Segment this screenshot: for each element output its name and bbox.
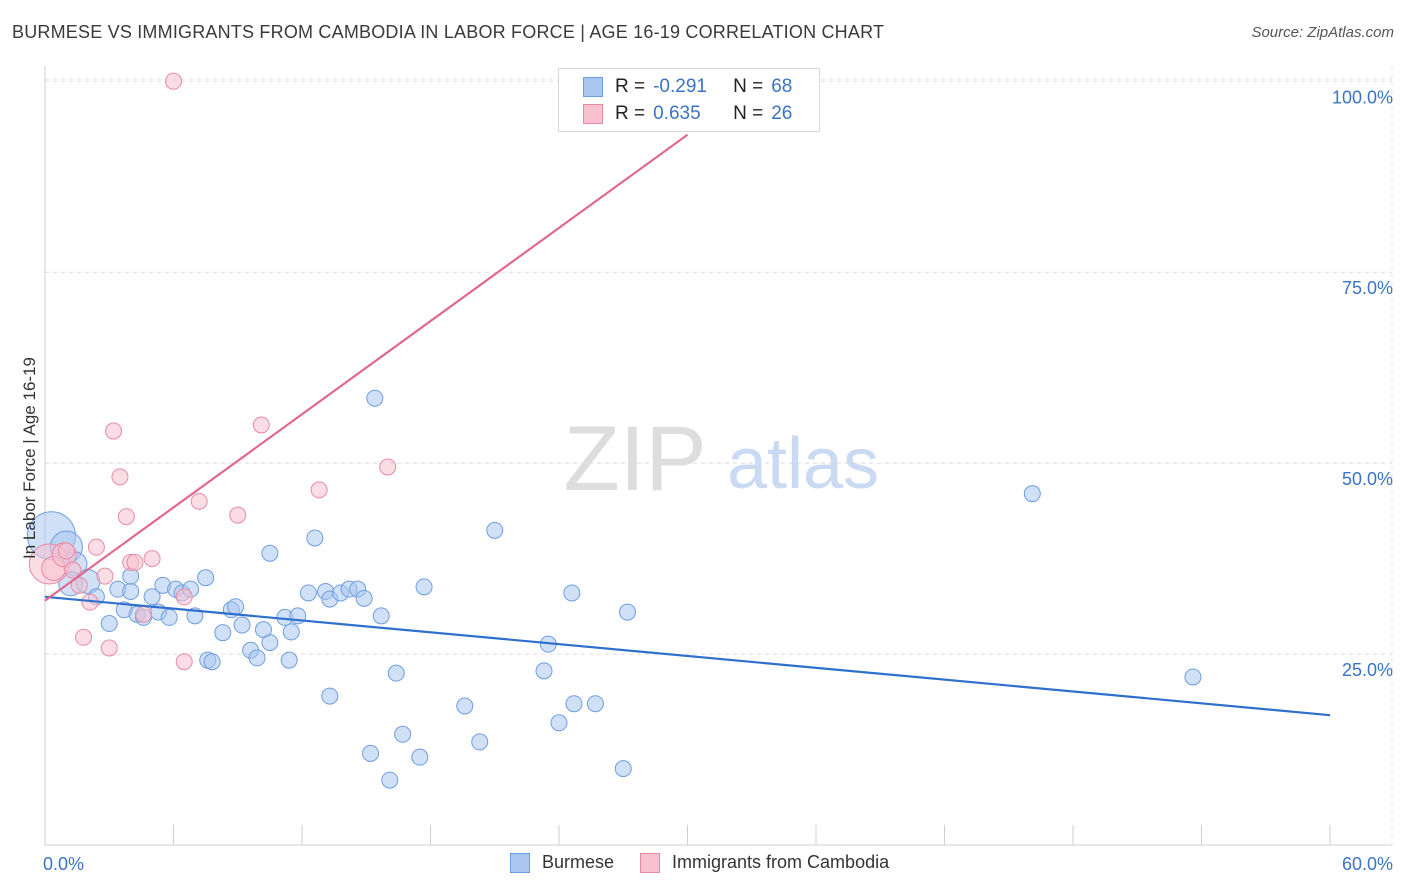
series-legend: Burmese Immigrants from Cambodia bbox=[510, 852, 915, 873]
watermark-zip: ZIP bbox=[563, 408, 706, 510]
watermark: ZIP atlas bbox=[563, 408, 879, 510]
point-burmese bbox=[471, 733, 489, 751]
point-cambodia bbox=[379, 458, 397, 476]
point-burmese bbox=[248, 649, 266, 667]
point-burmese bbox=[372, 607, 390, 625]
point-cambodia bbox=[64, 561, 82, 579]
tick-label-layer: 25.0% 50.0% 75.0% 100.0% 0.0% 60.0% bbox=[43, 87, 1393, 874]
y-tick-label: 100.0% bbox=[1332, 87, 1393, 107]
series-legend-label-cambodia: Immigrants from Cambodia bbox=[672, 852, 890, 872]
chart-title: BURMESE VS IMMIGRANTS FROM CAMBODIA IN L… bbox=[12, 22, 885, 42]
point-burmese bbox=[1184, 668, 1202, 686]
watermark-atlas: atlas bbox=[727, 424, 879, 504]
point-burmese bbox=[299, 584, 317, 602]
point-burmese bbox=[203, 653, 221, 671]
y-axis-label: In Labor Force | Age 16-19 bbox=[20, 357, 39, 559]
point-cambodia bbox=[190, 492, 208, 510]
legend-n-label: N = bbox=[733, 76, 764, 97]
point-burmese bbox=[261, 544, 279, 562]
point-burmese bbox=[394, 725, 412, 743]
point-cambodia bbox=[165, 72, 182, 90]
point-cambodia bbox=[117, 508, 135, 526]
point-burmese bbox=[100, 615, 118, 633]
point-burmese bbox=[261, 634, 279, 652]
legend-row-burmese: R = -0.291 N = 68 bbox=[583, 75, 792, 99]
point-cambodia bbox=[126, 553, 144, 571]
point-burmese bbox=[486, 521, 504, 539]
series-legend-swatch-cambodia bbox=[640, 852, 661, 873]
legend-r-label: R = bbox=[615, 103, 646, 124]
point-burmese bbox=[550, 714, 568, 732]
point-cambodia bbox=[310, 481, 328, 499]
point-burmese bbox=[214, 624, 232, 642]
point-cambodia bbox=[100, 639, 118, 657]
point-burmese bbox=[586, 695, 604, 713]
point-burmese bbox=[563, 584, 581, 602]
point-cambodia bbox=[143, 550, 161, 568]
point-cambodia bbox=[105, 422, 123, 440]
point-burmese bbox=[306, 529, 324, 547]
point-burmese bbox=[233, 616, 251, 634]
legend-swatch-cambodia bbox=[583, 104, 603, 124]
trend-line-cambodia bbox=[44, 133, 689, 602]
point-cambodia bbox=[175, 653, 193, 671]
legend-n-label: N = bbox=[733, 103, 764, 124]
point-cambodia bbox=[87, 538, 105, 556]
x-tick-label-min: 0.0% bbox=[43, 854, 84, 874]
point-burmese bbox=[1023, 485, 1041, 503]
point-burmese bbox=[280, 651, 298, 669]
legend-row-cambodia: R = 0.635 N = 26 bbox=[583, 102, 792, 126]
point-burmese bbox=[565, 695, 583, 713]
correlation-legend: R = -0.291 N = 68 R = 0.635 N = 26 bbox=[558, 68, 820, 132]
point-cambodia bbox=[57, 542, 75, 560]
point-burmese bbox=[143, 588, 161, 606]
point-burmese bbox=[197, 569, 215, 587]
series-legend-item-burmese[interactable]: Burmese bbox=[510, 852, 614, 873]
point-cambodia bbox=[229, 506, 247, 524]
legend-r-value-burmese: -0.291 bbox=[653, 76, 707, 97]
trend-line-burmese bbox=[44, 595, 1331, 717]
point-burmese bbox=[381, 771, 399, 789]
point-burmese bbox=[387, 664, 405, 682]
grid-layer bbox=[45, 66, 1393, 845]
point-burmese bbox=[535, 662, 553, 680]
point-cambodia bbox=[252, 416, 270, 434]
point-burmese bbox=[415, 578, 433, 596]
point-burmese bbox=[321, 687, 339, 705]
point-burmese bbox=[282, 623, 300, 641]
point-burmese bbox=[355, 589, 373, 607]
point-burmese bbox=[614, 760, 632, 778]
trend-layer bbox=[44, 133, 1331, 717]
point-burmese bbox=[122, 582, 140, 600]
y-tick-label: 50.0% bbox=[1342, 469, 1393, 489]
series-legend-item-cambodia[interactable]: Immigrants from Cambodia bbox=[640, 852, 889, 873]
point-burmese bbox=[411, 748, 429, 766]
series-legend-swatch-burmese bbox=[510, 852, 530, 873]
point-burmese bbox=[227, 598, 245, 616]
point-burmese bbox=[366, 389, 384, 407]
x-tick-label-max: 60.0% bbox=[1342, 854, 1393, 874]
legend-r-value-cambodia: 0.635 bbox=[653, 103, 701, 124]
legend-swatch-burmese bbox=[583, 77, 603, 97]
point-burmese bbox=[456, 697, 474, 715]
point-burmese bbox=[619, 603, 637, 621]
point-cambodia bbox=[75, 628, 93, 646]
point-cambodia bbox=[135, 605, 153, 623]
point-burmese bbox=[362, 744, 380, 762]
point-cambodia bbox=[111, 468, 129, 486]
point-cambodia bbox=[70, 576, 88, 594]
legend-n-value-burmese: 68 bbox=[771, 76, 793, 97]
point-cambodia bbox=[175, 588, 193, 606]
point-cambodia bbox=[96, 567, 114, 585]
legend-r-label: R = bbox=[615, 76, 646, 97]
points-layer bbox=[26, 72, 1202, 789]
y-tick-label: 25.0% bbox=[1342, 660, 1393, 680]
series-legend-label-burmese: Burmese bbox=[542, 852, 615, 872]
axis-layer bbox=[44, 66, 1392, 846]
y-tick-label: 75.0% bbox=[1342, 278, 1393, 298]
source-label: Source: ZipAtlas.com bbox=[1251, 24, 1394, 41]
legend-n-value-cambodia: 26 bbox=[771, 103, 793, 124]
point-burmese bbox=[160, 608, 178, 626]
